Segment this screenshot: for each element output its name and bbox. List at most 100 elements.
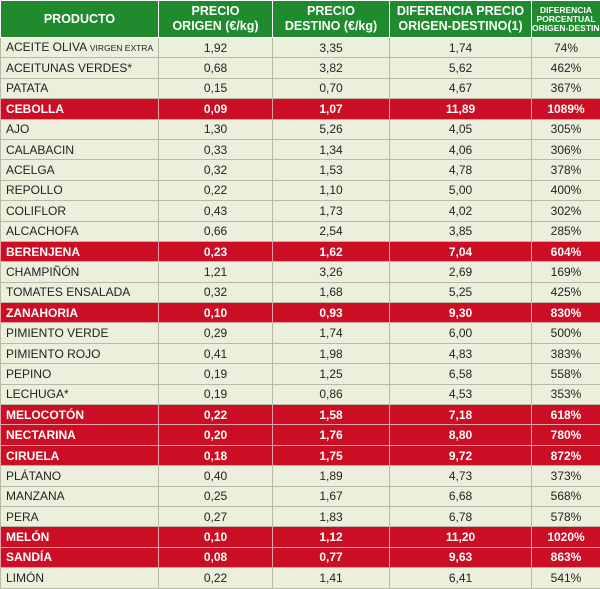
cell-destination-price: 3,26 xyxy=(273,262,390,282)
header-destination-price: PRECIO DESTINO (€/kg) xyxy=(273,1,390,38)
product-name: PERA xyxy=(6,510,39,524)
product-name: PIMIENTO ROJO xyxy=(6,347,100,361)
cell-destination-price: 1,34 xyxy=(273,139,390,159)
cell-origin-price: 0,32 xyxy=(159,160,273,180)
cell-destination-price: 1,98 xyxy=(273,343,390,363)
cell-product: MELOCOTÓN xyxy=(1,405,159,425)
cell-origin-price: 0,33 xyxy=(159,139,273,159)
cell-percentage-difference: 353% xyxy=(532,384,600,404)
cell-product: NECTARINA xyxy=(1,425,159,445)
cell-product: LIMÓN xyxy=(1,568,159,588)
cell-destination-price: 0,86 xyxy=(273,384,390,404)
header-diff-line1: DIFERENCIA PRECIO xyxy=(390,4,531,19)
cell-origin-price: 1,30 xyxy=(159,119,273,139)
product-name: CEBOLLA xyxy=(6,102,64,116)
cell-price-difference: 4,05 xyxy=(390,119,532,139)
cell-percentage-difference: 558% xyxy=(532,364,600,384)
header-diff-line2: ORIGEN-DESTINO(1) xyxy=(390,19,531,34)
cell-percentage-difference: 863% xyxy=(532,547,600,567)
cell-destination-price: 5,26 xyxy=(273,119,390,139)
cell-product: TOMATES ENSALADA xyxy=(1,282,159,302)
cell-price-difference: 5,00 xyxy=(390,180,532,200)
cell-product: ACEITE OLIVA VIRGEN EXTRA xyxy=(1,38,159,58)
cell-origin-price: 0,23 xyxy=(159,241,273,261)
cell-price-difference: 4,53 xyxy=(390,384,532,404)
product-name: ACEITE OLIVA xyxy=(6,40,86,54)
cell-destination-price: 1,25 xyxy=(273,364,390,384)
product-name: MELOCOTÓN xyxy=(6,408,84,422)
product-name: LECHUGA* xyxy=(6,387,69,401)
cell-price-difference: 11,20 xyxy=(390,527,532,547)
cell-destination-price: 1,58 xyxy=(273,405,390,425)
cell-destination-price: 1,62 xyxy=(273,241,390,261)
header-pct-line3: ORIGEN-DESTINO xyxy=(532,24,600,33)
product-name: PIMIENTO VERDE xyxy=(6,326,108,340)
cell-product: ZANAHORIA xyxy=(1,303,159,323)
product-name: PEPINO xyxy=(6,367,51,381)
product-name: ACEITUNAS VERDES* xyxy=(6,61,132,75)
cell-percentage-difference: 305% xyxy=(532,119,600,139)
product-name: COLIFLOR xyxy=(6,204,66,218)
cell-price-difference: 5,25 xyxy=(390,282,532,302)
cell-price-difference: 11,89 xyxy=(390,99,532,119)
cell-origin-price: 0,66 xyxy=(159,221,273,241)
product-name: NECTARINA xyxy=(6,428,76,442)
cell-product: COLIFLOR xyxy=(1,201,159,221)
cell-price-difference: 6,68 xyxy=(390,486,532,506)
product-name: PLÁTANO xyxy=(6,469,61,483)
header-price-difference: DIFERENCIA PRECIO ORIGEN-DESTINO(1) xyxy=(390,1,532,38)
cell-price-difference: 4,73 xyxy=(390,466,532,486)
cell-price-difference: 6,78 xyxy=(390,506,532,526)
product-name: MELÓN xyxy=(6,530,49,544)
cell-price-difference: 1,74 xyxy=(390,38,532,58)
cell-destination-price: 3,35 xyxy=(273,38,390,58)
cell-product: MELÓN xyxy=(1,527,159,547)
cell-percentage-difference: 780% xyxy=(532,425,600,445)
cell-origin-price: 0,29 xyxy=(159,323,273,343)
cell-percentage-difference: 74% xyxy=(532,38,600,58)
cell-destination-price: 2,54 xyxy=(273,221,390,241)
header-origin-line2: ORIGEN (€/kg) xyxy=(159,19,272,34)
cell-product: ALCACHOFA xyxy=(1,221,159,241)
cell-price-difference: 5,62 xyxy=(390,58,532,78)
cell-destination-price: 1,73 xyxy=(273,201,390,221)
cell-destination-price: 1,89 xyxy=(273,466,390,486)
cell-destination-price: 1,10 xyxy=(273,180,390,200)
cell-product: CHAMPIÑÓN xyxy=(1,262,159,282)
cell-origin-price: 0,15 xyxy=(159,78,273,98)
cell-percentage-difference: 383% xyxy=(532,343,600,363)
cell-destination-price: 0,77 xyxy=(273,547,390,567)
cell-product: CALABACIN xyxy=(1,139,159,159)
cell-percentage-difference: 169% xyxy=(532,262,600,282)
cell-origin-price: 0,19 xyxy=(159,364,273,384)
cell-origin-price: 0,20 xyxy=(159,425,273,445)
cell-origin-price: 1,21 xyxy=(159,262,273,282)
cell-destination-price: 0,70 xyxy=(273,78,390,98)
cell-product: CIRUELA xyxy=(1,445,159,465)
cell-product: REPOLLO xyxy=(1,180,159,200)
cell-destination-price: 1,83 xyxy=(273,506,390,526)
product-name: MANZANA xyxy=(6,489,65,503)
table-header: PRODUCTO PRECIO ORIGEN (€/kg) PRECIO DES… xyxy=(1,1,600,38)
product-name: ZANAHORIA xyxy=(6,306,78,320)
cell-product: PIMIENTO ROJO xyxy=(1,343,159,363)
cell-price-difference: 2,69 xyxy=(390,262,532,282)
cell-percentage-difference: 604% xyxy=(532,241,600,261)
cell-origin-price: 0,41 xyxy=(159,343,273,363)
header-row: PRODUCTO PRECIO ORIGEN (€/kg) PRECIO DES… xyxy=(1,1,600,38)
header-product-label: PRODUCTO xyxy=(1,12,158,27)
cell-product: SANDÍA xyxy=(1,547,159,567)
